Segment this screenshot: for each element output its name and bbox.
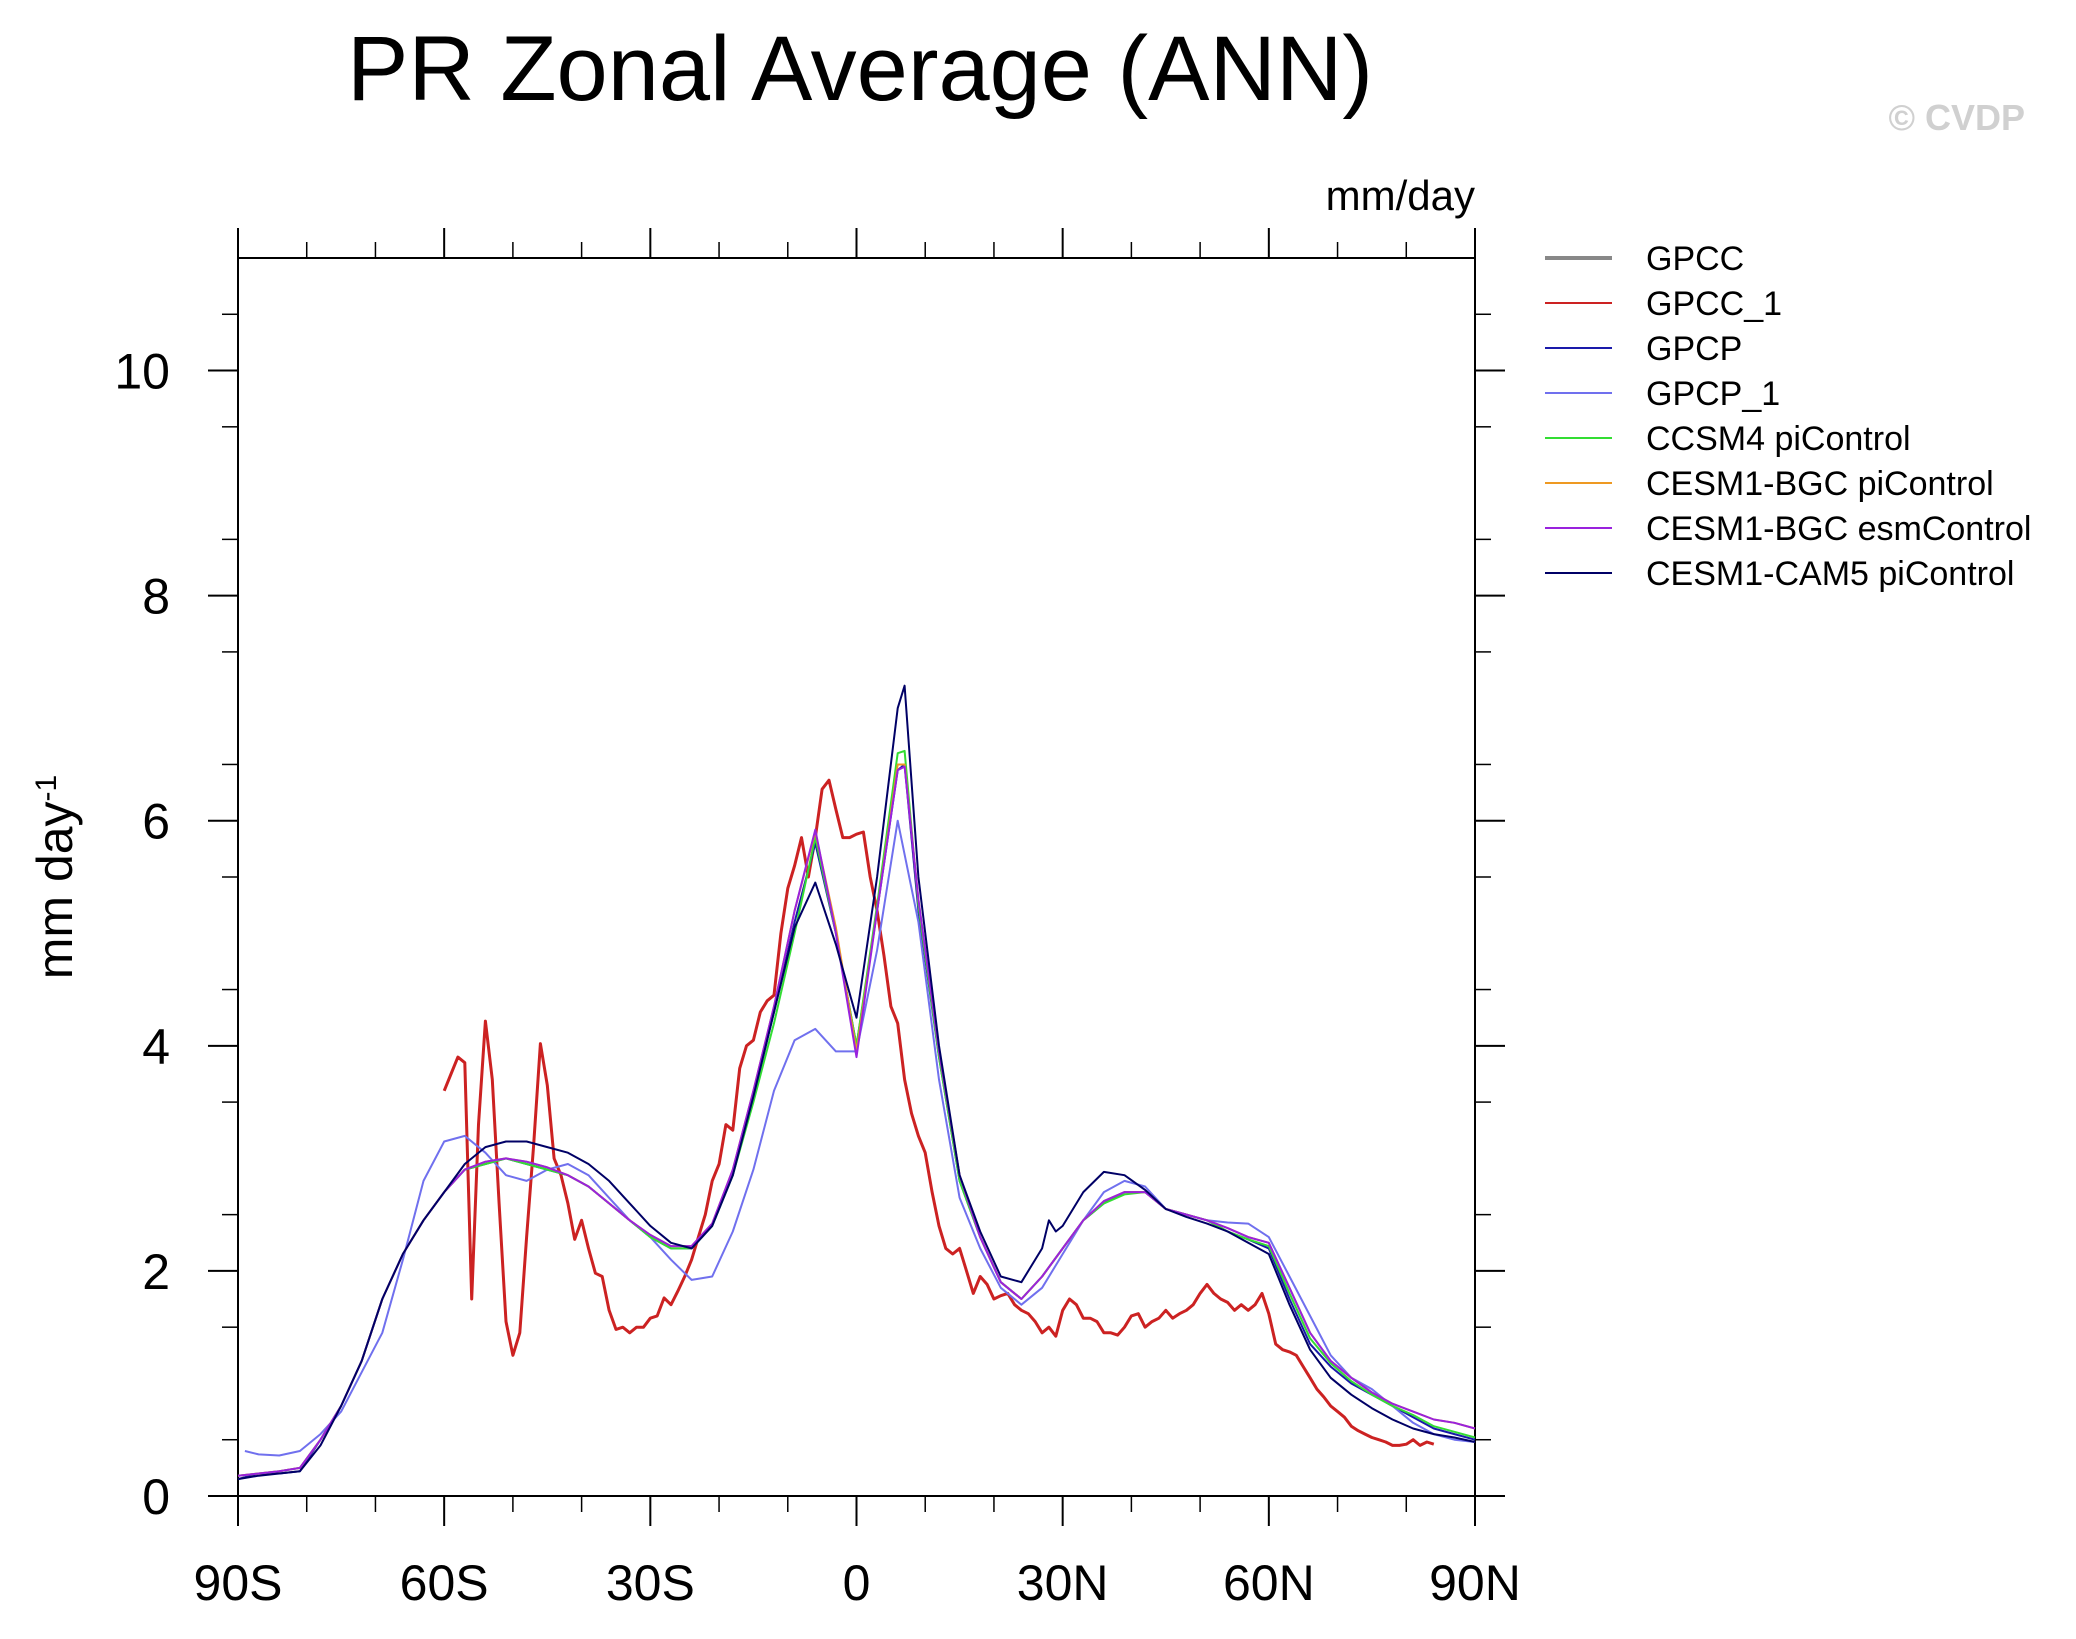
watermark: © CVDP <box>1888 97 2025 138</box>
x-tick-label: 60S <box>400 1555 489 1611</box>
legend: GPCC GPCC_1 GPCP GPCP_1 CCSM4 piControl CESM1… <box>1545 240 2031 593</box>
units-subtitle: mm/day <box>1326 172 1475 219</box>
legend-label: GPCC_1 <box>1646 285 1782 323</box>
x-tick-label: 30S <box>606 1555 695 1611</box>
y-tick-label: 6 <box>142 794 170 850</box>
chart-title: PR Zonal Average (ANN) <box>347 18 1373 120</box>
plot-frame <box>237 257 1476 1497</box>
x-tick-label: 0 <box>843 1555 871 1611</box>
x-tick-label: 90N <box>1429 1555 1521 1611</box>
series-line-4 <box>244 819 1476 1457</box>
plot-area <box>208 228 1505 1526</box>
legend-label: CCSM4 piControl <box>1646 420 1911 458</box>
tick-layer <box>208 228 1505 1526</box>
y-tick-label: 4 <box>142 1019 170 1075</box>
y-axis-label: mm day-1 <box>27 775 83 980</box>
x-axis: 90S 60S 30S 0 30N 60N 90N <box>194 1555 1521 1611</box>
x-tick-label: 30N <box>1017 1555 1109 1611</box>
series-line-5 <box>237 749 1476 1477</box>
series-line-8 <box>237 684 1476 1481</box>
y-axis-label-text: mm day <box>27 801 83 979</box>
y-tick-label: 0 <box>142 1469 170 1525</box>
series-layer <box>237 684 1476 1481</box>
legend-label: GPCC <box>1646 240 1744 278</box>
x-tick-label: 60N <box>1223 1555 1315 1611</box>
series-line-6 <box>237 763 1476 1477</box>
series-line-2 <box>442 778 1435 1447</box>
legend-label: CESM1-BGC esmControl <box>1646 510 2031 548</box>
legend-label: CESM1-BGC piControl <box>1646 465 1994 503</box>
x-tick-label: 90S <box>194 1555 283 1611</box>
series-line-3 <box>237 763 1476 1481</box>
series-line-7 <box>237 765 1476 1477</box>
legend-label: CESM1-CAM5 piControl <box>1646 555 2014 593</box>
y-tick-label: 10 <box>114 344 170 400</box>
legend-label: GPCP <box>1646 330 1742 368</box>
y-tick-label: 2 <box>142 1244 170 1300</box>
y-axis-label-exponent: -1 <box>30 775 63 802</box>
y-tick-label: 8 <box>142 569 170 625</box>
y-axis: 0 2 4 6 8 10 <box>114 344 170 1525</box>
legend-label: GPCP_1 <box>1646 375 1780 413</box>
